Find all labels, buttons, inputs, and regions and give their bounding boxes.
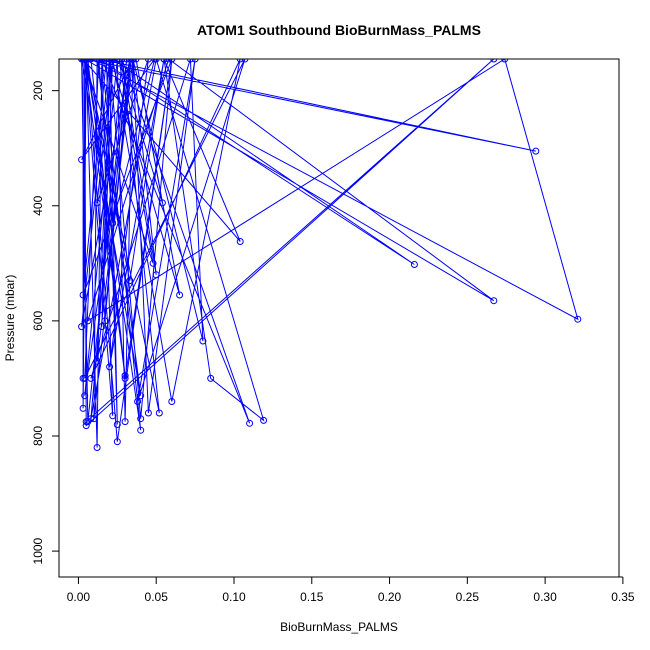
x-tick-label: 0.25 <box>456 590 480 604</box>
series-line <box>81 59 579 448</box>
x-tick-label: 0.35 <box>611 590 635 604</box>
data-point <box>137 426 145 434</box>
y-axis: 200 400 600 800 1000 <box>31 80 60 564</box>
data-point <box>118 59 126 63</box>
data-point <box>490 297 498 305</box>
data-point <box>260 416 268 424</box>
plot-area <box>78 59 582 451</box>
data-point <box>84 317 92 325</box>
data-point <box>246 419 254 427</box>
data-point <box>126 59 134 63</box>
data-point <box>144 59 152 63</box>
data-point <box>121 418 129 426</box>
data-point <box>98 323 106 331</box>
x-tick-label: 0.10 <box>222 590 246 604</box>
data-point <box>109 412 117 420</box>
data-point <box>115 59 123 63</box>
data-point <box>82 59 90 63</box>
data-point <box>102 59 110 63</box>
data-point <box>98 59 106 63</box>
data-point <box>79 59 87 63</box>
data-point <box>236 238 244 245</box>
data-point <box>490 59 498 63</box>
data-point <box>106 363 114 371</box>
x-axis-label: BioBurnMass_PALMS <box>280 620 398 634</box>
data-point <box>123 59 131 63</box>
data-point <box>144 409 152 417</box>
data-point <box>168 398 176 405</box>
y-tick-label: 200 <box>31 80 45 100</box>
data-point <box>152 271 160 279</box>
data-point <box>160 59 168 63</box>
y-axis-label: Pressure (mbar) <box>3 275 17 362</box>
data-point <box>109 59 117 63</box>
data-point <box>199 337 207 345</box>
y-tick-label: 600 <box>31 311 45 331</box>
data-point <box>78 156 86 164</box>
data-point <box>410 261 418 268</box>
data-point <box>81 392 89 400</box>
data-point <box>532 147 540 155</box>
data-point <box>134 398 142 405</box>
data-point <box>79 374 87 382</box>
data-point <box>574 315 582 323</box>
data-point <box>90 415 98 423</box>
data-point <box>95 59 103 63</box>
x-tick-label: 0.15 <box>300 590 324 604</box>
data-point <box>113 421 121 428</box>
data-point <box>87 59 95 63</box>
data-point <box>155 409 163 417</box>
data-point <box>79 404 87 412</box>
x-tick-label: 0.30 <box>533 590 557 604</box>
data-point <box>93 199 101 207</box>
y-tick-label: 1000 <box>31 537 45 564</box>
x-tick-label: 0.05 <box>145 590 169 604</box>
x-axis: 0.00 0.05 0.10 0.15 0.20 0.25 0.30 0.35 <box>67 576 635 604</box>
data-point <box>129 59 137 63</box>
data-point <box>158 199 166 207</box>
data-point <box>101 317 109 325</box>
data-point <box>113 438 121 446</box>
data-point <box>191 59 199 63</box>
data-point <box>82 422 90 430</box>
data-point <box>186 59 194 63</box>
data-point <box>137 392 145 400</box>
chart-title: ATOM1 Southbound BioBurnMass_PALMS <box>197 22 481 38</box>
data-point <box>126 277 134 285</box>
data-point <box>165 59 173 63</box>
data-point <box>168 59 176 63</box>
data-point <box>93 444 101 451</box>
data-point <box>501 59 509 63</box>
data-point <box>149 259 157 267</box>
x-tick-label: 0.20 <box>378 590 402 604</box>
data-point <box>93 357 101 365</box>
data-point <box>78 323 86 331</box>
x-tick-label: 0.00 <box>67 590 91 604</box>
data-point <box>207 374 215 382</box>
data-point <box>79 291 87 299</box>
data-point <box>109 219 117 227</box>
data-point <box>82 418 90 426</box>
data-point <box>137 415 145 423</box>
y-tick-label: 400 <box>31 195 45 215</box>
data-point <box>121 372 129 380</box>
data-point <box>176 291 184 299</box>
data-point <box>236 59 244 63</box>
data-point <box>151 59 159 63</box>
y-tick-label: 800 <box>31 426 45 446</box>
data-point <box>132 59 140 63</box>
data-point <box>241 59 249 63</box>
data-point <box>121 374 129 382</box>
